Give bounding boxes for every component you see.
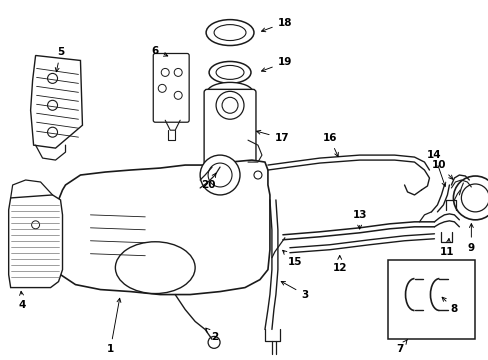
- FancyBboxPatch shape: [203, 89, 255, 170]
- Text: 6: 6: [151, 45, 167, 56]
- Ellipse shape: [214, 24, 245, 41]
- Text: 8: 8: [441, 297, 457, 315]
- Text: 3: 3: [281, 282, 308, 300]
- Text: 11: 11: [439, 239, 454, 257]
- Text: 7: 7: [395, 339, 407, 354]
- Polygon shape: [31, 55, 82, 148]
- Text: 5: 5: [55, 48, 64, 72]
- Text: 1: 1: [106, 298, 121, 354]
- Text: 16: 16: [322, 133, 338, 157]
- Text: 12: 12: [332, 256, 346, 273]
- Circle shape: [222, 97, 238, 113]
- Text: 10: 10: [431, 160, 452, 179]
- Text: 4: 4: [19, 291, 26, 310]
- Circle shape: [461, 184, 488, 212]
- Text: 17: 17: [256, 130, 288, 143]
- Ellipse shape: [115, 242, 195, 293]
- Circle shape: [452, 176, 488, 220]
- Circle shape: [47, 100, 58, 110]
- Text: 2: 2: [205, 328, 218, 342]
- Text: 19: 19: [261, 58, 291, 72]
- Ellipse shape: [216, 66, 244, 80]
- Circle shape: [158, 84, 166, 92]
- Circle shape: [216, 91, 244, 119]
- Circle shape: [192, 186, 202, 196]
- Text: 15: 15: [282, 250, 302, 267]
- Circle shape: [200, 155, 240, 195]
- Polygon shape: [9, 195, 62, 288]
- Ellipse shape: [209, 62, 250, 84]
- Circle shape: [32, 221, 40, 229]
- Circle shape: [174, 91, 182, 99]
- Text: 20: 20: [201, 173, 216, 190]
- Text: 18: 18: [261, 18, 291, 32]
- Circle shape: [208, 163, 232, 187]
- Ellipse shape: [205, 20, 253, 45]
- Text: 13: 13: [352, 210, 366, 229]
- FancyBboxPatch shape: [153, 54, 189, 122]
- Circle shape: [208, 336, 220, 348]
- Text: 9: 9: [467, 224, 474, 253]
- Circle shape: [174, 68, 182, 76]
- Polygon shape: [53, 160, 269, 294]
- Circle shape: [47, 73, 58, 84]
- Circle shape: [47, 127, 58, 137]
- Text: 14: 14: [427, 150, 445, 186]
- Ellipse shape: [207, 82, 252, 102]
- Circle shape: [161, 68, 169, 76]
- Bar: [387, 260, 474, 339]
- Circle shape: [253, 171, 262, 179]
